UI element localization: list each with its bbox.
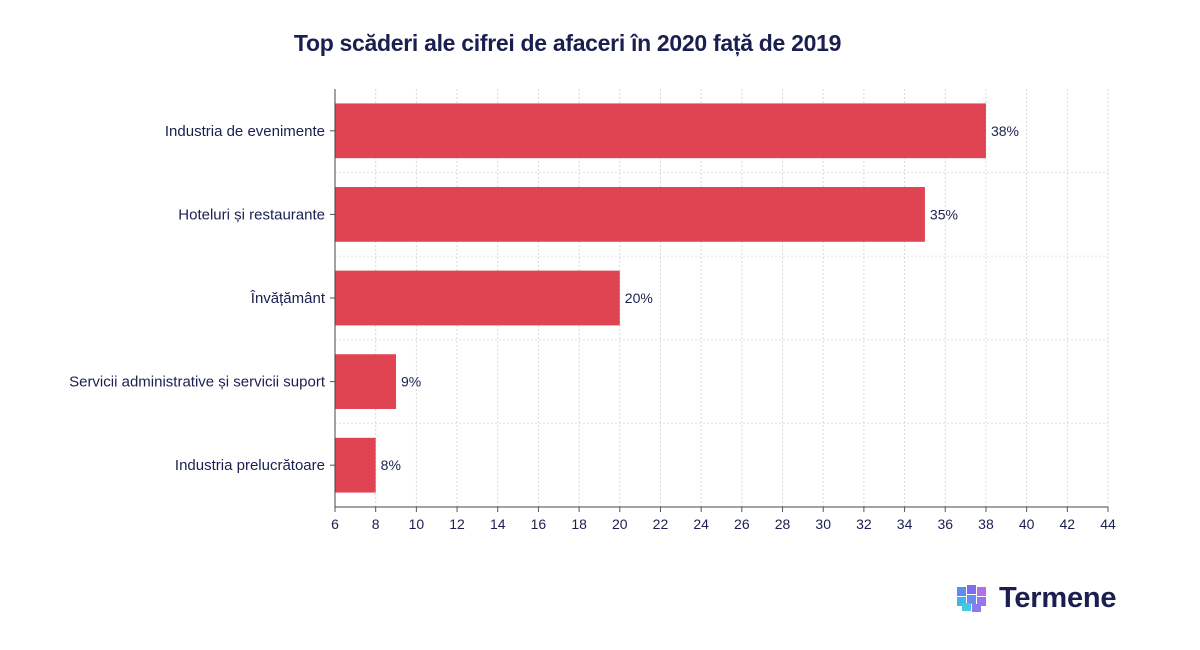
bar bbox=[335, 270, 620, 326]
x-tick-label: 26 bbox=[734, 516, 750, 532]
category-label: Industria prelucrătoare bbox=[175, 457, 325, 474]
cube-logo-icon bbox=[957, 585, 986, 612]
x-tick-label: 28 bbox=[775, 516, 791, 532]
bar bbox=[335, 103, 986, 159]
category-label: Industria de evenimente bbox=[165, 123, 325, 140]
data-label: 20% bbox=[625, 290, 653, 306]
grid-lines bbox=[335, 89, 1109, 507]
x-tick-label: 12 bbox=[449, 516, 465, 532]
bar bbox=[335, 437, 376, 493]
category-label: Hoteluri și restaurante bbox=[178, 206, 325, 223]
x-tick-label: 44 bbox=[1100, 516, 1116, 532]
x-tick-label: 16 bbox=[531, 516, 547, 532]
x-tick-label: 10 bbox=[409, 516, 425, 532]
axes bbox=[330, 89, 1109, 512]
x-tick-label: 8 bbox=[372, 516, 380, 532]
chart-title: Top scăderi ale cifrei de afaceri în 202… bbox=[293, 30, 842, 56]
x-tick-label: 30 bbox=[815, 516, 831, 532]
category-label: Servicii administrative și servicii supo… bbox=[69, 374, 326, 391]
labels: 6 8 10 12 14 16 18 20 22 24 26 28 30 32 34 36 38 40 42 44 In… bbox=[69, 123, 1116, 532]
data-label: 9% bbox=[401, 374, 421, 390]
bars bbox=[335, 103, 986, 493]
x-tick-label: 22 bbox=[653, 516, 669, 532]
x-tick-label: 42 bbox=[1060, 516, 1076, 532]
x-tick-label: 40 bbox=[1019, 516, 1035, 532]
x-tick-label: 18 bbox=[571, 516, 587, 532]
data-label: 35% bbox=[930, 206, 958, 222]
x-tick-label: 20 bbox=[612, 516, 628, 532]
data-label: 8% bbox=[381, 457, 401, 473]
category-label: Învățământ bbox=[250, 290, 326, 307]
x-tick-label: 24 bbox=[693, 516, 709, 532]
x-tick-label: 14 bbox=[490, 516, 506, 532]
x-tick-label: 6 bbox=[331, 516, 339, 532]
bar bbox=[335, 354, 397, 409]
x-tick-label: 36 bbox=[937, 516, 953, 532]
bar bbox=[335, 187, 925, 242]
x-tick-label: 38 bbox=[978, 516, 994, 532]
x-tick-label: 32 bbox=[856, 516, 872, 532]
data-label: 38% bbox=[991, 123, 1019, 139]
brand-name: Termene bbox=[999, 581, 1117, 614]
brand-logo: Termene bbox=[955, 578, 1117, 618]
x-tick-label: 34 bbox=[897, 516, 913, 532]
